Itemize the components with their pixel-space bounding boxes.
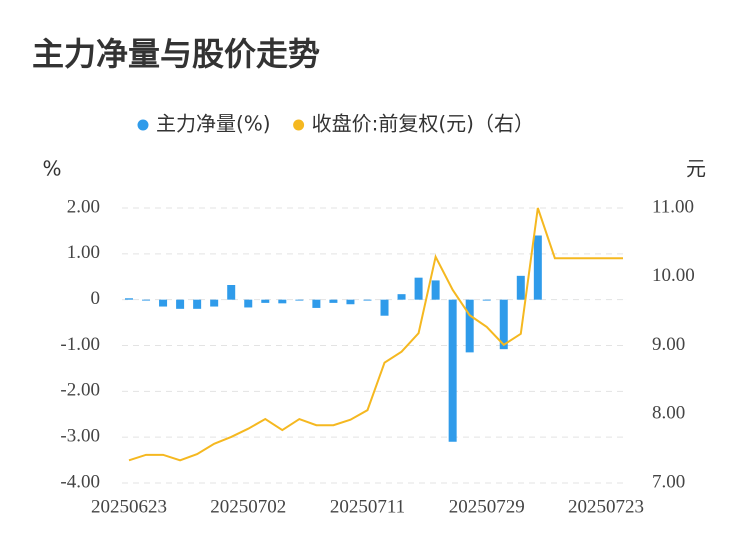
bar xyxy=(482,299,491,301)
y-tick-label: 2.00 xyxy=(67,196,100,217)
x-tick-label: 20250623 xyxy=(91,496,167,517)
y2-axis-label: 元 xyxy=(686,157,706,181)
y2-tick-label: 11.00 xyxy=(652,196,694,217)
bar xyxy=(431,280,440,300)
y-tick-label: -3.00 xyxy=(60,426,100,447)
bar xyxy=(159,299,168,307)
bar xyxy=(414,277,423,300)
y2-tick-label: 7.00 xyxy=(652,471,685,492)
bar xyxy=(312,299,321,308)
bar xyxy=(363,299,372,301)
legend-marker xyxy=(137,119,149,131)
bar xyxy=(176,299,185,309)
y2-tick-label: 9.00 xyxy=(652,334,685,355)
bar xyxy=(244,299,253,308)
bar xyxy=(380,299,389,316)
bar xyxy=(533,235,542,300)
bar xyxy=(499,299,508,350)
bar xyxy=(516,275,525,300)
y2-tick-label: 10.00 xyxy=(652,265,695,286)
legend-label: 主力净量(%) xyxy=(156,112,271,136)
bar xyxy=(346,299,355,305)
x-tick-label: 20250711 xyxy=(330,496,405,517)
bar xyxy=(465,299,474,353)
bar xyxy=(227,285,236,300)
legend-label: 收盘价:前复权(元)（右） xyxy=(312,112,534,136)
chart-title: 主力净量与股价走势 xyxy=(32,35,320,73)
y-tick-label: -1.00 xyxy=(60,334,100,355)
bar xyxy=(397,294,406,300)
x-tick-label: 20250729 xyxy=(449,496,525,517)
x-tick-label: 20250702 xyxy=(210,496,286,517)
price-line xyxy=(128,207,623,462)
bar xyxy=(210,299,219,307)
legend-marker xyxy=(293,119,305,131)
y-tick-label: 0 xyxy=(91,288,101,309)
bar xyxy=(278,299,287,304)
bar xyxy=(125,298,133,300)
bar xyxy=(329,299,338,303)
y2-tick-label: 8.00 xyxy=(652,403,685,424)
bar xyxy=(193,299,202,309)
bar xyxy=(448,299,457,442)
y-tick-label: -4.00 xyxy=(60,471,100,492)
y-tick-label: -2.00 xyxy=(60,380,100,401)
x-tick-label: 20250723 xyxy=(568,496,644,517)
bar xyxy=(295,299,304,301)
bar xyxy=(261,299,270,303)
bar xyxy=(142,299,151,301)
y-tick-label: 1.00 xyxy=(67,242,100,263)
y-axis-label: % xyxy=(42,157,61,181)
